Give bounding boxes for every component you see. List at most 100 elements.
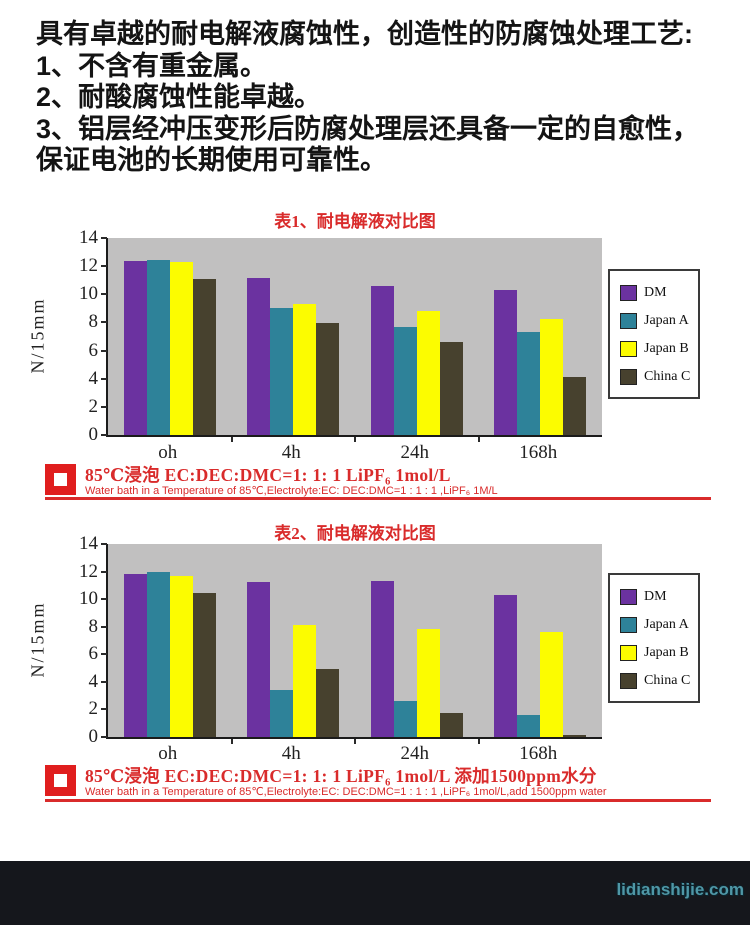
watermark-text: lidianshijie.com	[616, 880, 744, 899]
legend-label: China C	[644, 369, 691, 384]
legend-label: DM	[644, 285, 667, 300]
bar-japan-b	[416, 311, 440, 435]
legend-item: Japan B	[620, 639, 694, 667]
bar-dm	[247, 581, 271, 737]
y-tick-label: 4	[88, 367, 99, 389]
bar-japan-a	[270, 308, 294, 435]
y-axis-label: N/15mm	[27, 601, 48, 678]
bar-china-c	[192, 592, 216, 737]
bar-group	[108, 544, 232, 737]
x-tick-mark	[477, 739, 480, 744]
legend-swatch-icon	[620, 341, 637, 357]
bar-japan-a	[393, 701, 417, 737]
y-tick-mark	[101, 405, 107, 408]
bar-japan-a	[146, 571, 170, 737]
bar-china-c	[316, 323, 340, 435]
legend-swatch-icon	[620, 313, 637, 329]
y-tick-label: 12	[79, 560, 98, 582]
bar-japan-b	[169, 575, 193, 737]
bar-china-c	[439, 342, 463, 435]
intro-line: 2、耐酸腐蚀性能卓越。	[36, 82, 322, 112]
legend-label: Japan A	[644, 313, 689, 328]
y-tick-label: 6	[88, 643, 99, 665]
bar-dm	[247, 278, 271, 435]
y-tick-label: 14	[79, 227, 98, 248]
bar-group	[355, 238, 479, 435]
legend-swatch-icon	[620, 673, 637, 689]
intro-line: 具有卓越的耐电解液腐蚀性，创造性的防腐蚀处理工艺:	[36, 19, 693, 49]
intro-text: 具有卓越的耐电解液腐蚀性，创造性的防腐蚀处理工艺: 1、不含有重金属。 2、耐酸…	[36, 19, 732, 177]
legend-swatch-icon	[620, 369, 637, 385]
bar-japan-a	[517, 332, 541, 435]
bar-group	[355, 544, 479, 737]
bar-japan-b	[540, 632, 564, 737]
bar-group	[108, 238, 232, 435]
chart-table1: 表1、耐电解液对比图 N/15mm DM Japan A Japan B China …	[0, 203, 750, 503]
legend-label: Japan A	[644, 617, 689, 632]
red-square-bullet-icon	[45, 464, 76, 495]
bar-group	[479, 238, 603, 435]
y-tick-mark	[101, 265, 107, 268]
x-tick-mark	[477, 437, 480, 442]
bar-china-c	[563, 377, 587, 435]
bar-japan-a	[146, 259, 170, 435]
bar-china-c	[439, 712, 463, 737]
chart-title: 表1、耐电解液对比图	[274, 212, 436, 231]
y-axis-label: N/15mm	[27, 297, 48, 374]
y-tick-mark	[101, 237, 107, 239]
legend-item: DM	[620, 583, 694, 611]
y-tick-label: 14	[79, 533, 98, 554]
bar-japan-a	[517, 714, 541, 737]
bar-group	[479, 544, 603, 737]
bar-dm	[370, 285, 394, 435]
legend-item: China C	[620, 363, 694, 391]
x-axis-label: 168h	[519, 743, 558, 764]
y-tick-mark	[101, 349, 107, 352]
bar-dm	[123, 574, 147, 737]
y-tick-mark	[101, 434, 107, 436]
bar-japan-a	[270, 690, 294, 737]
x-axis-label: 4h	[281, 442, 301, 463]
legend-swatch-icon	[620, 617, 637, 633]
bar-group	[232, 544, 356, 737]
legend-item: China C	[620, 667, 694, 695]
y-tick-mark	[101, 570, 107, 573]
x-tick-mark	[230, 739, 233, 744]
y-tick-mark	[101, 736, 107, 738]
legend: DM Japan A Japan B China C	[608, 573, 700, 703]
y-tick-label: 0	[88, 424, 99, 445]
bar-china-c	[192, 278, 216, 435]
x-axis-label: 4h	[281, 743, 301, 764]
legend-swatch-icon	[620, 645, 637, 661]
legend-item: Japan A	[620, 307, 694, 335]
y-tick-mark	[101, 680, 107, 683]
y-tick-label: 2	[88, 698, 99, 720]
bar-japan-b	[293, 625, 317, 737]
bar-japan-b	[540, 318, 564, 435]
bar-dm	[494, 595, 518, 737]
footer-bar: lidianshijie.com	[0, 861, 750, 925]
x-axis-label: oh	[158, 442, 178, 463]
legend-swatch-icon	[620, 589, 637, 605]
x-axis-label: 24h	[400, 442, 430, 463]
legend-item: DM	[620, 279, 694, 307]
intro-line: 1、不含有重金属。	[36, 50, 268, 81]
bar-dm	[370, 581, 394, 737]
bar-japan-b	[169, 261, 193, 435]
legend-item: Japan B	[620, 335, 694, 363]
y-tick-label: 10	[79, 588, 98, 610]
legend-label: DM	[644, 589, 667, 604]
y-tick-label: 2	[88, 395, 99, 417]
intro-line: 3、铝层经冲压变形后防腐处理层还具备一定的自愈性，	[36, 113, 700, 144]
x-tick-mark	[354, 739, 356, 744]
y-tick-label: 8	[88, 311, 99, 333]
bar-china-c	[316, 669, 340, 737]
caption-line-cn: 85℃浸泡 EC:DEC:DMC=1: 1: 1 LiPF₆ 1mol/L	[85, 465, 451, 485]
x-tick-mark	[354, 437, 356, 442]
chart-table2: 表2、耐电解液对比图 N/15mm DM Japan A Japan B China …	[0, 513, 750, 809]
legend-label: Japan B	[644, 645, 689, 660]
y-tick-mark	[101, 377, 107, 380]
red-square-bullet-icon	[45, 765, 76, 796]
bar-japan-a	[393, 326, 417, 435]
